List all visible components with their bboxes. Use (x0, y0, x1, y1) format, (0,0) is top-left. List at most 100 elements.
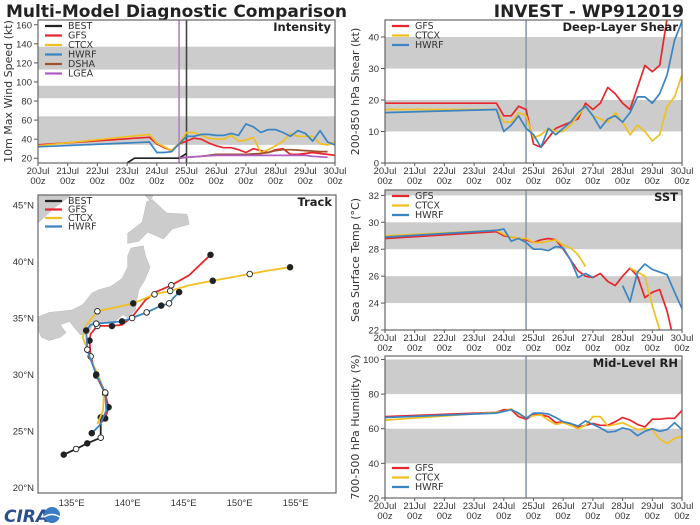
panel-title: Intensity (273, 20, 331, 34)
x-tick-label-date: 22Jul (86, 166, 109, 177)
legend-item-ctcx: CTCX (45, 213, 94, 224)
legend-label: CTCX (415, 31, 441, 42)
legend-item-gfs: GFS (45, 31, 87, 42)
y-tick-label: 20 (21, 154, 32, 165)
y-tick-label: 10 (368, 127, 379, 138)
legend-label: DSHA (68, 59, 95, 70)
x-tick-label-date: 20Jul (27, 166, 50, 177)
legend-item-hwrf: HWRF (392, 210, 444, 221)
plot-content (38, 195, 294, 458)
x-tick-label-date: 25Jul (175, 166, 198, 177)
x-tick-label-hour: 00z (674, 511, 690, 522)
y-tick-label: 30 (368, 218, 379, 229)
legend-item-best: BEST (45, 21, 93, 32)
track-point-marker (157, 302, 165, 309)
plot-area (38, 195, 336, 493)
x-tick-label-date: 21Jul (403, 166, 426, 177)
legend-item-hwrf: HWRF (45, 50, 97, 61)
legend-label: GFS (415, 191, 434, 202)
x-tick-label-hour: 00z (585, 511, 601, 522)
x-tick-label-hour: 00z (615, 343, 631, 354)
x-tick-label-date: 20Jul (374, 501, 397, 512)
x-tick-label-hour: 00z (119, 176, 135, 187)
x-tick-label-date: 29Jul (294, 166, 317, 177)
y-tick-label: 40 (368, 459, 379, 470)
lat-tick-label: 20°N (13, 483, 34, 494)
plot-frame (384, 355, 683, 499)
x-tick-label-hour: 00z (615, 176, 631, 187)
x-tick-label-hour: 00z (60, 176, 76, 187)
track-point-marker (165, 300, 173, 307)
legend-item-gfs: GFS (392, 463, 434, 474)
panel-track: 135°E 140°E 145°E 150°E 155°E 20°N 25°N 30°N 35°… (13, 194, 337, 509)
legend-label: LGEA (68, 69, 94, 80)
y-tick-label: 0 (374, 159, 379, 170)
lat-tick-label: 25°N (13, 426, 34, 437)
x-tick-label-date: 30Jul (324, 166, 347, 177)
plot-content (385, 190, 682, 330)
track-point-marker (97, 434, 104, 441)
logo-wave (43, 513, 61, 518)
track-point-marker (129, 300, 137, 307)
x-tick-label-hour: 00z (496, 343, 512, 354)
series-line-ctcx (38, 131, 335, 154)
y-tick-label: 24 (368, 299, 379, 310)
x-tick-label-date: 24Jul (145, 166, 168, 177)
series-line-hwrf (385, 20, 682, 149)
x-tick-label-date: 22Jul (433, 166, 456, 177)
x-tick-label-date: 28Jul (611, 333, 634, 344)
panel-mid-level-rh: 2040608010020Jul00z21Jul00z22Jul00z23Jul… (349, 354, 693, 522)
track-point-marker (93, 371, 100, 378)
x-tick-label-hour: 00z (298, 176, 314, 187)
legend-label: HWRF (68, 222, 97, 233)
panel-sst: 22242628303220Jul00z21Jul00z22Jul00z23Ju… (349, 189, 693, 354)
x-tick-label-hour: 00z (496, 511, 512, 522)
y-tick-label: 160 (16, 20, 32, 31)
x-tick-label-date: 29Jul (641, 333, 664, 344)
track-point-marker (175, 288, 183, 296)
track-point-marker (286, 263, 294, 271)
series-line-hwrf (385, 228, 682, 309)
legend-item-ctcx: CTCX (392, 31, 441, 42)
x-tick-label-date: 30Jul (671, 166, 694, 177)
x-tick-label-hour: 00z (466, 343, 482, 354)
track-point-marker (143, 309, 150, 316)
track-point-marker (128, 314, 136, 322)
legend-item-hwrf: HWRF (392, 40, 444, 51)
shaded-band (385, 276, 682, 304)
panel-title: Mid-Level RH (593, 356, 678, 370)
y-axis-label: 10m Max Wind Speed (kt) (2, 20, 15, 163)
y-tick-label: 28 (368, 245, 379, 256)
series-line-hwrf (38, 123, 335, 154)
x-tick-label-hour: 00z (377, 176, 393, 187)
x-tick-label-hour: 00z (615, 511, 631, 522)
x-tick-label-hour: 00z (209, 176, 225, 187)
y-axis-label: 700-500 hPa Humidity (%) (349, 354, 362, 499)
x-tick-label-date: 22Jul (433, 501, 456, 512)
shaded-band (385, 190, 682, 196)
x-tick-label-hour: 00z (466, 176, 482, 187)
track-point-marker (84, 346, 91, 353)
y-tick-label: 22 (368, 326, 379, 337)
x-tick-label-hour: 00z (149, 176, 165, 187)
legend-item-dsha: DSHA (45, 59, 95, 70)
plot-content (385, 20, 682, 163)
y-tick-label: 32 (368, 191, 379, 202)
legend-label: GFS (68, 31, 87, 42)
track-point-marker (246, 270, 253, 278)
y-tick-label: 120 (16, 58, 32, 69)
track-point-marker (101, 389, 109, 396)
track-point-marker (118, 318, 126, 325)
figure-title: Multi-Model Diagnostic Comparison (6, 2, 347, 22)
plot-area (385, 190, 682, 330)
x-tick-label-date: 23Jul (116, 166, 139, 177)
panel-title: Deep-Layer Shear (562, 20, 678, 34)
series-line-lgea (178, 154, 328, 160)
track-point-marker (82, 327, 90, 334)
panel-title: SST (654, 190, 678, 204)
legend-label: CTCX (68, 213, 94, 224)
plot-content (385, 356, 682, 498)
y-axis-label: 200-850 hPa Shear (kt) (349, 28, 362, 156)
lon-tick-label: 155°E (283, 498, 309, 509)
